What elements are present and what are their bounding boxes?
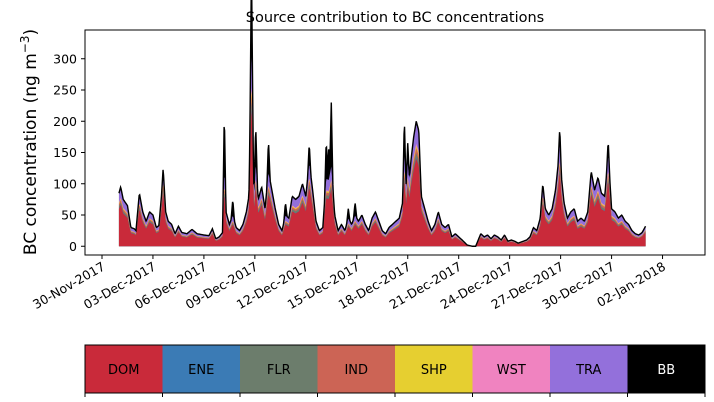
y-axis-label-close: ) [21,29,41,36]
legend-swatch-wst [472,345,551,393]
y-axis-label-exponent: −3 [18,35,32,53]
legend-label-flr: FLR [267,363,291,378]
legend-label-wst: WST [497,363,526,378]
y-tick-label: 200 [53,114,77,129]
legend-label-ind: IND [344,363,368,378]
legend-swatch-dom [85,345,163,393]
legend-label-dom: DOM [108,363,139,378]
area-bb [118,0,646,247]
area-dom [118,110,646,247]
area-layers [118,0,647,247]
legend-swatch-bb [627,345,706,393]
y-tick-label: 100 [53,176,77,191]
legend-swatch-tra [550,345,628,393]
total-outline [118,0,647,247]
chart-title: Source contribution to BC concentrations [246,10,544,26]
legend-label-shp: SHP [421,363,447,378]
legend: DOM ENE FLR IND SHP WST TRA BB [84,344,706,397]
legend-label-tra: TRA [575,363,601,378]
y-axis: 0 50 100 150 200 250 300 [53,51,85,254]
legend-swatch-ind [317,345,396,393]
y-axis-label: BC concentration (ng m−3) [18,29,41,255]
y-tick-label: 250 [53,83,77,98]
legend-swatch-ene [162,345,241,393]
legend-swatch-shp [395,345,473,393]
y-tick-label: 0 [69,239,77,254]
plot-frame [84,29,706,256]
legend-label-ene: ENE [188,363,214,378]
y-tick-label: 50 [61,208,77,223]
legend-label-bb: BB [657,363,675,378]
y-tick-label: 300 [53,51,77,66]
area-tra [118,56,646,247]
legend-swatch-flr [240,345,318,393]
x-axis: 30-Nov-201703-Dec-201706-Dec-201709-Dec-… [30,255,668,312]
legend-frame [84,344,706,394]
y-axis-label-main: BC concentration (ng m [21,53,41,255]
y-tick-label: 150 [53,145,77,160]
